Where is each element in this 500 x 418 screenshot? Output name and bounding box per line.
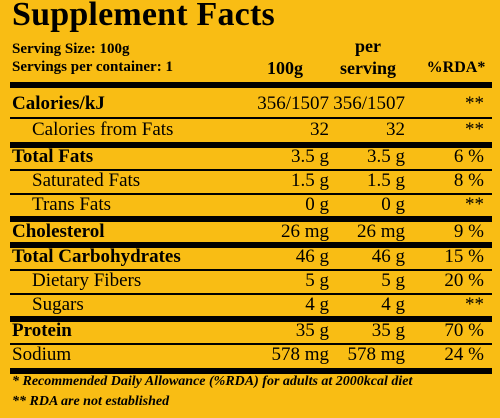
- nutrient-row-total-carbohydrates: Total Carbohydrates 46 g 46 g 15 %: [12, 245, 492, 269]
- nutrient-row-sodium: Sodium 578 mg 578 mg 24 %: [12, 343, 492, 367]
- nutrient-label: Protein: [12, 320, 72, 341]
- value-per-serving: 5 g: [381, 270, 405, 291]
- value-per-100g: 46 g: [295, 246, 329, 267]
- value-rda: 9 %: [453, 221, 484, 242]
- row-divider: [10, 193, 492, 195]
- nutrient-label: Sodium: [12, 344, 72, 365]
- value-per-serving: 1.5 g: [367, 170, 405, 191]
- value-per-serving: 3.5 g: [367, 146, 405, 167]
- nutrient-label: Cholesterol: [12, 221, 105, 242]
- nutrient-row-saturated-fats: Saturated Fats 1.5 g 1.5 g 8 %: [12, 169, 492, 193]
- value-per-100g: 5 g: [305, 270, 329, 291]
- nutrient-row-total-fats: Total Fats 3.5 g 3.5 g 6 %: [12, 145, 492, 169]
- nutrient-label: Dietary Fibers: [32, 270, 142, 291]
- value-per-100g: 35 g: [295, 320, 329, 341]
- nutrient-row-calories-from-fats: Calories from Fats 32 32 **: [12, 118, 492, 142]
- value-per-100g: 1.5 g: [291, 170, 329, 191]
- nutrient-row-cholesterol: Cholesterol 26 mg 26 mg 9 %: [12, 220, 492, 244]
- value-rda: **: [465, 194, 484, 215]
- section-divider: [10, 242, 492, 248]
- row-divider: [10, 117, 492, 119]
- nutrient-label: Trans Fats: [32, 194, 112, 215]
- nutrient-label: Calories from Fats: [32, 119, 174, 140]
- nutrient-label: Saturated Fats: [32, 170, 141, 191]
- value-rda: 15 %: [444, 246, 484, 267]
- nutrient-label: Total Fats: [12, 146, 94, 167]
- value-per-serving: 35 g: [371, 320, 405, 341]
- value-per-serving: 26 mg: [356, 221, 405, 242]
- value-rda: 70 %: [444, 320, 484, 341]
- footnote-rda-definition: * Recommended Daily Allowance (%RDA) for…: [12, 374, 413, 389]
- value-per-100g: 356/1507: [257, 93, 329, 114]
- serving-size: Serving Size: 100g: [12, 41, 130, 57]
- nutrient-row-protein: Protein 35 g 35 g 70 %: [12, 319, 492, 343]
- nutrient-row-dietary-fibers: Dietary Fibers 5 g 5 g 20 %: [12, 269, 492, 293]
- column-header-rda: %RDA*: [426, 59, 486, 76]
- nutrient-label: Calories/kJ: [12, 93, 105, 114]
- row-divider: [10, 269, 492, 271]
- footnote-rda-not-established: ** RDA are not established: [12, 394, 170, 409]
- value-per-100g: 32: [310, 119, 329, 140]
- value-rda: 20 %: [444, 270, 484, 291]
- value-rda: **: [465, 93, 484, 114]
- nutrient-row-trans-fats: Trans Fats 0 g 0 g **: [12, 193, 492, 217]
- value-per-100g: 578 mg: [271, 344, 329, 365]
- value-rda: **: [465, 119, 484, 140]
- value-rda: 8 %: [453, 170, 484, 191]
- value-per-100g: 3.5 g: [291, 146, 329, 167]
- servings-per-container: Servings per container: 1: [12, 59, 173, 75]
- column-header-per-serving-line2: serving: [340, 58, 396, 78]
- section-divider: [10, 142, 492, 148]
- header-divider: [10, 82, 492, 88]
- column-header-100g: 100g: [267, 58, 303, 78]
- section-divider: [10, 316, 492, 322]
- value-per-serving: 356/1507: [333, 93, 405, 114]
- value-per-serving: 46 g: [371, 246, 405, 267]
- nutrient-label: Total Carbohydrates: [12, 246, 181, 267]
- value-per-100g: 0 g: [305, 194, 329, 215]
- value-per-100g: 4 g: [305, 294, 329, 315]
- row-divider: [10, 343, 492, 345]
- value-per-serving: 0 g: [381, 194, 405, 215]
- value-per-serving: 32: [386, 119, 405, 140]
- section-divider: [10, 216, 492, 222]
- value-rda: 6 %: [453, 146, 484, 167]
- row-divider: [10, 293, 492, 295]
- column-header-per-serving: per serving: [328, 35, 408, 79]
- footer-divider: [10, 368, 492, 374]
- value-per-100g: 26 mg: [280, 221, 329, 242]
- nutrient-label: Sugars: [32, 294, 84, 315]
- nutrient-row-sugars: Sugars 4 g 4 g **: [12, 293, 492, 317]
- nutrient-row-calories: Calories/kJ 356/1507 356/1507 **: [12, 92, 492, 116]
- value-per-serving: 578 mg: [347, 344, 405, 365]
- panel-title: Supplement Facts: [12, 0, 275, 33]
- row-divider: [10, 169, 492, 171]
- column-header-per-serving-line1: per: [355, 36, 381, 56]
- value-rda: **: [465, 294, 484, 315]
- value-rda: 24 %: [444, 344, 484, 365]
- value-per-serving: 4 g: [381, 294, 405, 315]
